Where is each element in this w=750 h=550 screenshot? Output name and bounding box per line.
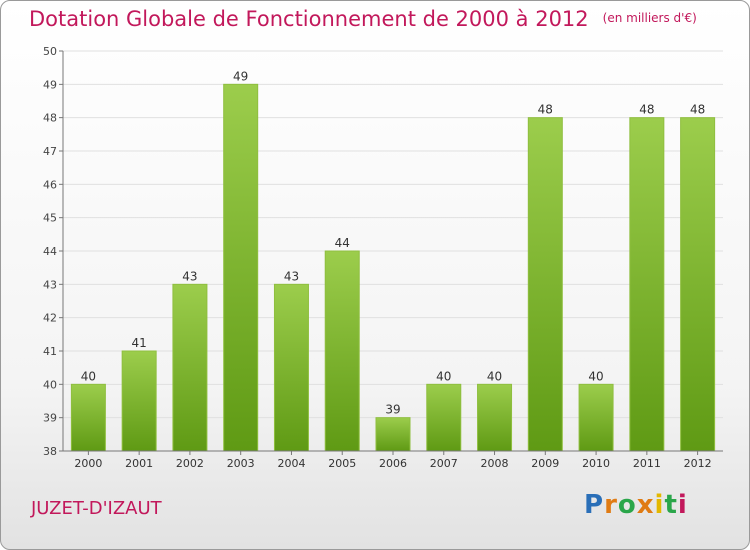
logo-letter-o: o: [617, 490, 637, 520]
x-tick-label: 2000: [74, 457, 102, 470]
x-tick-label: 2001: [125, 457, 153, 470]
logo-letter-r: r: [604, 490, 618, 520]
proxiti-logo[interactable]: Proxiti: [584, 490, 688, 520]
data-label: 43: [284, 269, 299, 283]
x-tick-label: 2008: [481, 457, 509, 470]
bar: [324, 250, 360, 452]
y-tick-label: 41: [43, 345, 57, 358]
data-label: 48: [639, 103, 654, 117]
x-tick-label: 2004: [277, 457, 305, 470]
grid-lines: [63, 50, 723, 452]
x-tick-label: 2012: [684, 457, 712, 470]
y-tick-label: 47: [43, 145, 57, 158]
data-label: 40: [487, 369, 502, 383]
data-label: 43: [182, 269, 197, 283]
labels: 38 39 40 41 42 43 44 45 46 47 48 49 50 40 2000 41 2001 43…: [43, 45, 712, 470]
bar: [426, 383, 462, 452]
y-tick-label: 50: [43, 45, 57, 58]
y-tick-label: 38: [43, 445, 57, 458]
x-tick-label: 2005: [328, 457, 356, 470]
bars: [70, 83, 716, 452]
y-tick-label: 44: [43, 245, 57, 258]
data-label: 39: [385, 403, 400, 417]
data-label: 48: [538, 103, 553, 117]
x-tick-label: 2011: [633, 457, 661, 470]
bar: [527, 117, 563, 452]
y-tick-label: 49: [43, 78, 57, 91]
y-tick-label: 48: [43, 112, 57, 125]
y-tick-label: 43: [43, 278, 57, 291]
logo-letter-x: x: [636, 490, 655, 520]
unit-note: (en milliers d'€): [602, 11, 697, 25]
commune-name: JUZET-D'IZAUT: [31, 498, 162, 519]
chart-title: Dotation Globale de Fonctionnement de 20…: [29, 7, 697, 31]
x-tick-label: 2009: [531, 457, 559, 470]
x-tick-label: 2007: [430, 457, 458, 470]
bar: [680, 117, 716, 452]
data-label: 40: [81, 369, 96, 383]
y-tick-label: 46: [43, 178, 57, 191]
bar: [273, 283, 309, 452]
x-tick-label: 2002: [176, 457, 204, 470]
chart-title-text: Dotation Globale de Fonctionnement de 20…: [29, 7, 589, 31]
bar: [629, 117, 665, 452]
data-label: 44: [335, 236, 350, 250]
logo-letter-t: t: [664, 490, 678, 520]
data-label: 48: [690, 103, 705, 117]
x-tick-label: 2010: [582, 457, 610, 470]
data-label: 40: [588, 369, 603, 383]
axes: [59, 50, 723, 455]
bar: [578, 383, 614, 452]
bar: [375, 417, 411, 452]
bar: [477, 383, 513, 452]
bar: [172, 283, 208, 452]
bar: [70, 383, 106, 452]
y-tick-label: 42: [43, 312, 57, 325]
x-tick-label: 2003: [227, 457, 255, 470]
logo-letter-i2: i: [677, 490, 688, 520]
y-tick-label: 45: [43, 212, 57, 225]
y-tick-label: 40: [43, 378, 57, 391]
y-tick-label: 39: [43, 412, 57, 425]
x-tick-label: 2006: [379, 457, 407, 470]
logo-letter-i: i: [654, 490, 665, 520]
data-label: 41: [132, 336, 147, 350]
bar: [223, 83, 259, 452]
data-label: 49: [233, 69, 248, 83]
data-label: 40: [436, 369, 451, 383]
logo-letter-p: P: [584, 490, 605, 520]
bar: [121, 350, 157, 452]
